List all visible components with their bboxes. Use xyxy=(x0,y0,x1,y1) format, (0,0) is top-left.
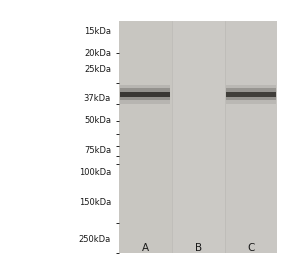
Text: 25kDa: 25kDa xyxy=(84,65,111,74)
Text: 37kDa: 37kDa xyxy=(84,94,111,103)
Text: 20kDa: 20kDa xyxy=(84,49,111,58)
Bar xyxy=(121,85,170,104)
Text: 15kDa: 15kDa xyxy=(84,27,111,36)
Text: C: C xyxy=(247,243,255,253)
Text: 50kDa: 50kDa xyxy=(84,116,111,125)
Text: 100kDa: 100kDa xyxy=(79,168,111,177)
Text: 75kDa: 75kDa xyxy=(84,146,111,155)
Text: 150kDa: 150kDa xyxy=(79,198,111,207)
Text: A: A xyxy=(142,243,149,253)
Bar xyxy=(121,88,170,100)
Bar xyxy=(172,21,224,253)
Text: 250kDa: 250kDa xyxy=(79,235,111,244)
Bar xyxy=(226,92,276,97)
Bar xyxy=(224,21,277,253)
Bar xyxy=(226,85,276,104)
Bar xyxy=(226,88,276,100)
Text: B: B xyxy=(194,243,202,253)
Bar xyxy=(121,92,170,97)
Bar xyxy=(119,21,172,253)
